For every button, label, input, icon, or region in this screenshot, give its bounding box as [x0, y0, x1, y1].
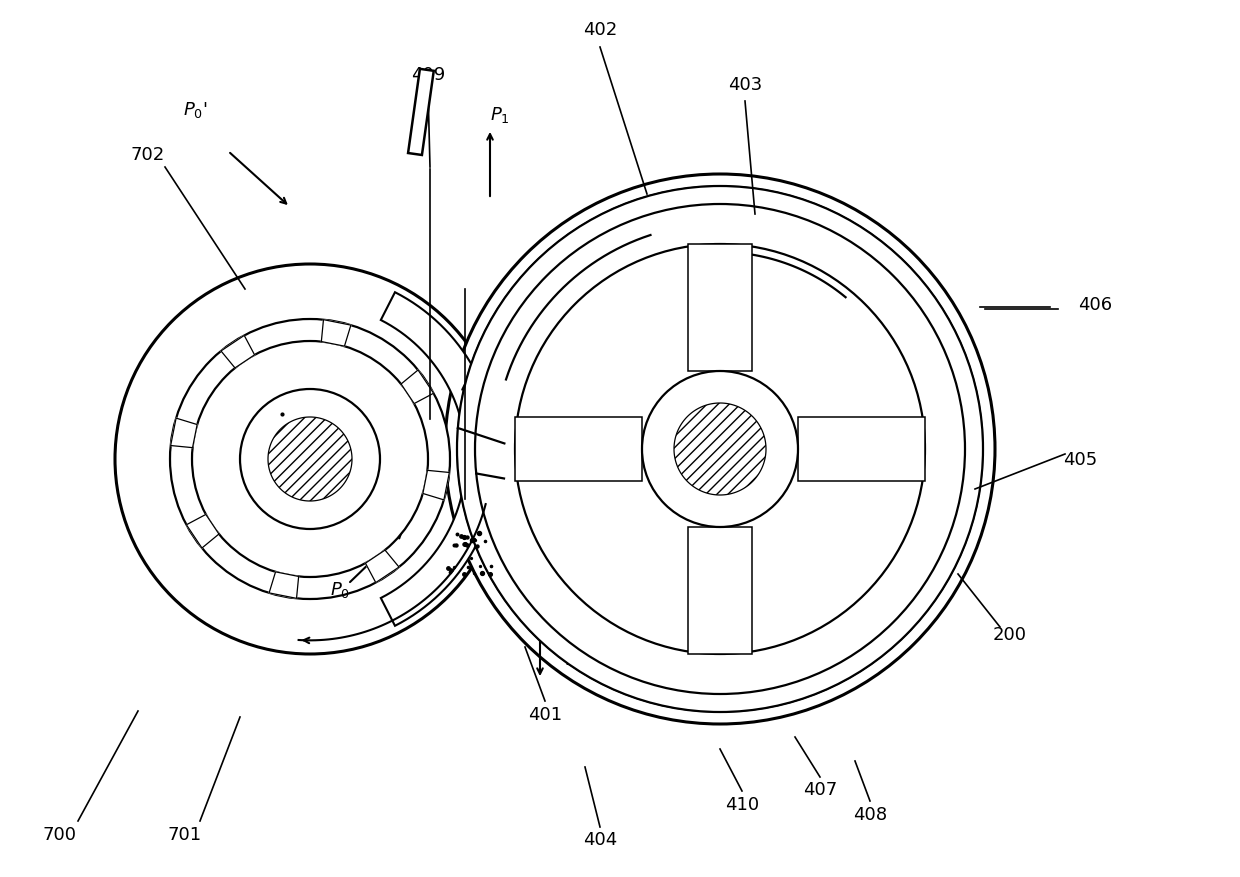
- Polygon shape: [366, 551, 399, 583]
- Circle shape: [642, 372, 799, 527]
- Polygon shape: [401, 371, 434, 404]
- Polygon shape: [515, 417, 642, 481]
- Circle shape: [241, 389, 379, 530]
- Polygon shape: [268, 417, 352, 502]
- Polygon shape: [799, 417, 925, 481]
- Text: $P_0$': $P_0$': [182, 100, 207, 120]
- Polygon shape: [321, 320, 351, 346]
- Circle shape: [115, 265, 505, 654]
- Polygon shape: [269, 572, 299, 599]
- Text: 409: 409: [410, 66, 445, 84]
- Circle shape: [515, 245, 925, 654]
- Text: 702: 702: [131, 146, 165, 164]
- Polygon shape: [423, 471, 449, 500]
- Text: 200: 200: [993, 625, 1027, 643]
- Polygon shape: [408, 70, 434, 156]
- Text: $P_0$: $P_0$: [330, 580, 350, 599]
- Text: $P_1$: $P_1$: [490, 105, 510, 125]
- Circle shape: [445, 175, 994, 724]
- Text: 700: 700: [43, 825, 77, 843]
- Text: 407: 407: [802, 781, 837, 798]
- Polygon shape: [381, 293, 497, 626]
- Circle shape: [192, 342, 428, 577]
- Circle shape: [458, 187, 983, 712]
- Text: 408: 408: [853, 805, 887, 823]
- Circle shape: [170, 319, 450, 599]
- Text: 404: 404: [583, 830, 618, 848]
- Polygon shape: [675, 403, 766, 496]
- Polygon shape: [186, 515, 219, 548]
- Text: 401: 401: [528, 705, 562, 724]
- Polygon shape: [688, 245, 751, 372]
- Text: $P_2$: $P_2$: [565, 649, 585, 669]
- Polygon shape: [688, 527, 751, 654]
- Circle shape: [475, 204, 965, 695]
- Text: 701: 701: [167, 825, 202, 843]
- Text: 410: 410: [725, 795, 759, 813]
- Text: 402: 402: [583, 21, 618, 39]
- Text: 406: 406: [1078, 296, 1112, 314]
- Polygon shape: [171, 418, 197, 448]
- Text: 403: 403: [728, 76, 763, 94]
- Text: 405: 405: [1063, 451, 1097, 468]
- Polygon shape: [221, 336, 254, 368]
